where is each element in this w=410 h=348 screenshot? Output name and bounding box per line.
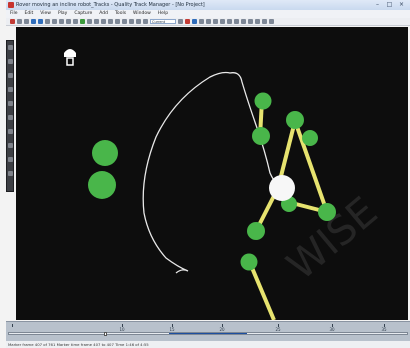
move-tool-icon[interactable] xyxy=(8,59,13,64)
lock-icon xyxy=(64,49,76,66)
snapshot-icon[interactable] xyxy=(262,19,267,24)
first-frame-icon[interactable] xyxy=(66,19,71,24)
green-ball xyxy=(240,253,258,271)
point-icon[interactable] xyxy=(192,19,197,24)
timeline-tick-label: 10 xyxy=(119,327,125,332)
zoom-in-icon[interactable] xyxy=(122,19,127,24)
open-icon[interactable] xyxy=(17,19,22,24)
menu-play[interactable]: Play xyxy=(57,11,68,16)
status-text: Marker frame 407 of 761 Marker time fram… xyxy=(8,342,149,347)
marker-icon[interactable] xyxy=(185,19,190,24)
save-icon[interactable] xyxy=(24,19,29,24)
draw-tool-icon[interactable] xyxy=(8,115,13,120)
timeline-playhead[interactable] xyxy=(104,332,107,336)
stage-canvas: WISE xyxy=(64,49,386,320)
menu-help[interactable]: Help xyxy=(157,11,169,16)
green-ball xyxy=(92,140,118,166)
menu-file[interactable]: File xyxy=(10,11,18,16)
timeline-scrubber[interactable] xyxy=(8,332,408,336)
maximize-button[interactable]: □ xyxy=(386,1,393,8)
timeline-selection[interactable] xyxy=(169,333,247,334)
track-icon[interactable] xyxy=(178,19,183,24)
green-ball xyxy=(318,203,336,221)
minimize-button[interactable]: – xyxy=(376,1,379,8)
table-icon[interactable] xyxy=(241,19,246,24)
timeline-tick-label: 15 xyxy=(169,327,175,332)
close-button[interactable]: × xyxy=(398,1,405,8)
side-toolbar xyxy=(6,40,14,192)
cut-icon[interactable] xyxy=(45,19,50,24)
timeline-tick xyxy=(172,324,173,327)
text-tool-icon[interactable] xyxy=(8,143,13,148)
last-frame-icon[interactable] xyxy=(94,19,99,24)
copy-icon[interactable] xyxy=(52,19,57,24)
window-controls: – □ × xyxy=(373,1,406,8)
menu-view[interactable]: View xyxy=(40,11,51,16)
eraser-tool-icon[interactable] xyxy=(8,157,13,162)
status-bar: Marker frame 407 of 761 Marker time fram… xyxy=(6,341,410,348)
next-frame-icon[interactable] xyxy=(87,19,92,24)
timeline-tick xyxy=(122,324,123,327)
menu-window[interactable]: Window xyxy=(133,11,151,16)
trail-icon[interactable] xyxy=(220,19,225,24)
green-ball xyxy=(254,92,272,110)
green-ball xyxy=(88,171,116,199)
angle-icon[interactable] xyxy=(206,19,211,24)
timeline-tick xyxy=(278,324,279,327)
timeline-panel: 10 15 20 25 30 35 xyxy=(6,321,410,342)
track-tool-icon[interactable] xyxy=(8,73,13,78)
measure-tool-icon[interactable] xyxy=(8,129,13,134)
main-toolbar: Current Frame xyxy=(6,18,410,26)
menu-add[interactable]: Add xyxy=(99,11,108,16)
step-forward-icon[interactable] xyxy=(115,19,120,24)
timeline-tick xyxy=(12,324,13,327)
timeline-tick xyxy=(332,324,333,327)
graph-icon[interactable] xyxy=(234,19,239,24)
paste-icon[interactable] xyxy=(59,19,64,24)
line-icon[interactable] xyxy=(199,19,204,24)
timeline-tick xyxy=(384,324,385,327)
rod-segment xyxy=(248,262,276,320)
grid-icon[interactable] xyxy=(143,19,148,24)
loop-icon[interactable] xyxy=(101,19,106,24)
timeline-tick xyxy=(222,324,223,327)
menu-edit[interactable]: Edit xyxy=(24,11,34,16)
app-icon xyxy=(8,2,14,8)
white-ball xyxy=(269,175,295,201)
circle-icon[interactable] xyxy=(213,19,218,24)
current-frame-field[interactable]: Current Frame xyxy=(150,19,176,24)
filter-icon[interactable] xyxy=(227,19,232,24)
fit-icon[interactable] xyxy=(136,19,141,24)
timeline-ruler: 10 15 20 25 30 35 xyxy=(12,324,408,332)
menu-capture[interactable]: Capture xyxy=(74,11,93,16)
menu-tools[interactable]: Tools xyxy=(114,11,127,16)
export-icon[interactable] xyxy=(248,19,253,24)
select-tool-icon[interactable] xyxy=(8,45,13,50)
video-stage[interactable]: WISE xyxy=(16,27,408,320)
calibrate-icon[interactable] xyxy=(255,19,260,24)
record-icon[interactable] xyxy=(10,19,15,24)
timeline-tick-label: 25 xyxy=(275,327,281,332)
window-title: Rover moving an incline robot_Tracks - Q… xyxy=(16,2,205,8)
timeline-tick-label: 20 xyxy=(219,327,225,332)
green-ball xyxy=(286,111,304,129)
menu-bar: File Edit View Play Capture Add Tools Wi… xyxy=(6,10,410,18)
step-back-icon[interactable] xyxy=(108,19,113,24)
green-ball xyxy=(252,127,270,145)
previous-frame-icon[interactable] xyxy=(73,19,78,24)
timeline-tick-label: 30 xyxy=(329,327,335,332)
play-icon[interactable] xyxy=(80,19,85,24)
rod-segment xyxy=(293,120,329,213)
zoom-out-icon[interactable] xyxy=(129,19,134,24)
undo-icon[interactable] xyxy=(31,19,36,24)
settings-tool-icon[interactable] xyxy=(8,171,13,176)
pan-tool-icon[interactable] xyxy=(8,101,13,106)
timeline-tick-label: 35 xyxy=(381,327,387,332)
zoom-tool-icon[interactable] xyxy=(8,87,13,92)
green-ball xyxy=(247,222,265,240)
redo-icon[interactable] xyxy=(38,19,43,24)
options-icon[interactable] xyxy=(269,19,274,24)
green-ball xyxy=(302,130,318,146)
